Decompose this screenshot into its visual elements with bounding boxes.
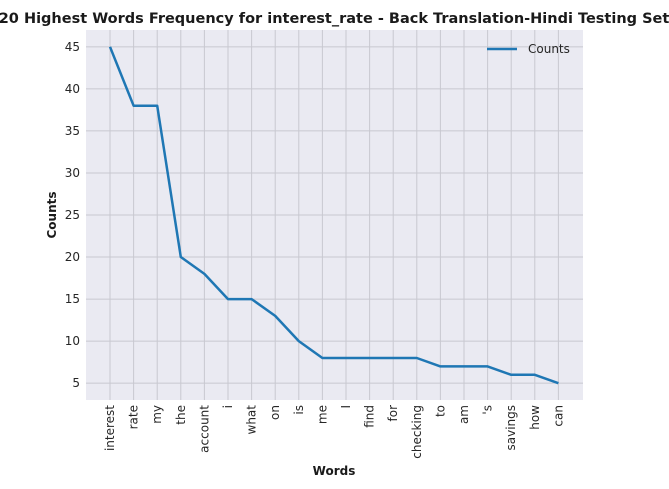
x-tick-label: checking: [410, 405, 424, 459]
series-line: [108, 46, 559, 385]
x-tick-label: is: [292, 405, 306, 415]
x-tick-label: I: [339, 405, 353, 409]
x-tick-label: can: [551, 405, 565, 427]
x-tick-label: how: [528, 405, 542, 430]
y-tick-label: 35: [65, 124, 80, 138]
x-tick-label: savings: [504, 405, 518, 451]
y-tick-label: 45: [65, 40, 80, 54]
y-tick-label: 30: [65, 166, 80, 180]
legend: Counts: [487, 42, 570, 56]
chart-title: 20 Highest Words Frequency for interest_…: [0, 11, 669, 27]
x-tick-label: my: [150, 405, 164, 424]
y-tick-label: 20: [65, 250, 80, 264]
x-tick-label: on: [268, 405, 282, 420]
y-tick-label: 5: [72, 376, 80, 390]
y-tick-label: 25: [65, 208, 80, 222]
series: [108, 46, 559, 385]
legend-label: Counts: [528, 42, 570, 56]
x-axis-label: Words: [313, 464, 356, 478]
x-tick-label: what: [245, 405, 259, 435]
y-axis-label: Counts: [45, 191, 59, 238]
y-tick-label: 15: [65, 292, 80, 306]
x-tick-label: me: [315, 405, 329, 424]
x-tick-label: interest: [103, 405, 117, 451]
x-tick-label: account: [197, 405, 211, 453]
x-tick-label: i: [221, 405, 235, 408]
x-tick-label: find: [363, 405, 377, 428]
x-tick-label: rate: [127, 405, 141, 429]
x-tick-label: to: [433, 405, 447, 417]
x-tick-label: 's: [481, 405, 495, 415]
x-tick-label: for: [386, 405, 400, 422]
y-ticks: 5 10 15 20 25 30 35 40 45: [65, 40, 80, 390]
grid: [86, 30, 583, 400]
x-tick-label: the: [174, 405, 188, 425]
y-tick-label: 40: [65, 82, 80, 96]
y-tick-label: 10: [65, 334, 80, 348]
x-tick-label: am: [457, 405, 471, 424]
